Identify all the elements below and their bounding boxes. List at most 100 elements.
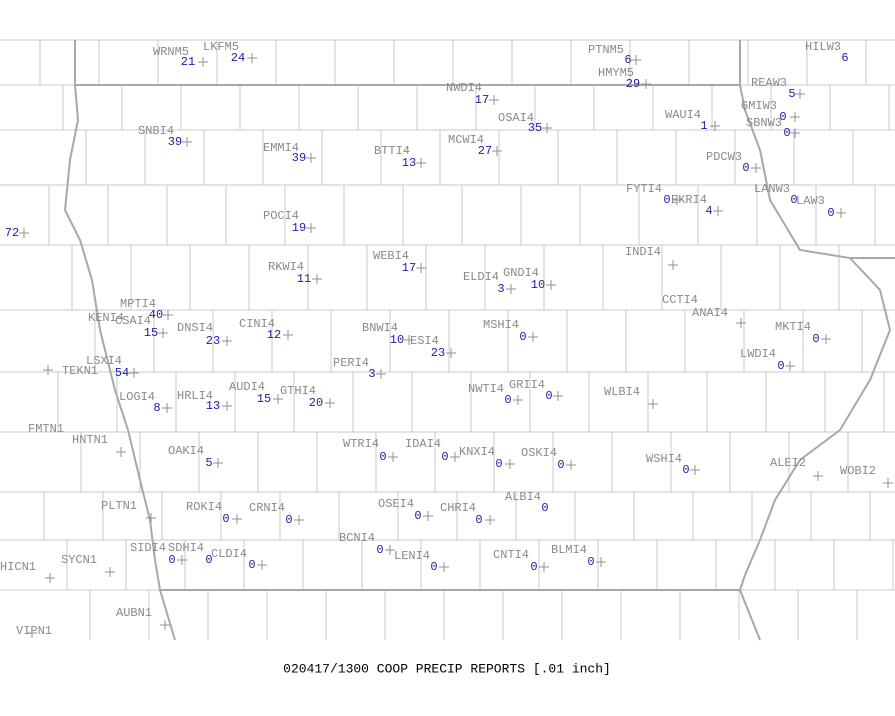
station-name: HMYM5 (598, 66, 634, 80)
precip-value: 17 (402, 261, 416, 275)
station-name: OSAI4 (498, 111, 534, 125)
station-name: SDHI4 (168, 541, 204, 555)
station-name: WTRI4 (343, 437, 379, 451)
state-border (63, 84, 892, 591)
station-name: CNTI4 (493, 548, 529, 562)
precip-value: 4 (705, 204, 712, 218)
precip-value: 11 (297, 272, 311, 286)
precip-value: 0 (587, 555, 594, 569)
station-name: FMTN1 (28, 422, 64, 436)
station-name: MSHI4 (483, 318, 519, 332)
station-name: FYTI4 (626, 182, 662, 196)
precip-value: 0 (379, 450, 386, 464)
precip-value: 0 (414, 509, 421, 523)
station-name: LOGI4 (119, 390, 155, 404)
precip-value: 23 (206, 334, 220, 348)
county-lines (0, 39, 895, 640)
map-title: 020417/1300 COOP PRECIP REPORTS [.01 inc… (283, 661, 611, 676)
station-name: BCNI4 (339, 531, 375, 545)
precip-value: 0 (530, 560, 537, 574)
precip-value: 24 (231, 51, 245, 65)
precip-value: 0 (812, 332, 819, 346)
precip-value: 0 (557, 458, 564, 472)
precip-value: 1 (700, 119, 707, 133)
station-name: SNBI4 (138, 124, 174, 138)
precip-value: 0 (777, 359, 784, 373)
precip-value: 19 (292, 221, 306, 235)
station-name: AUDI4 (229, 380, 265, 394)
station-name: ELDI4 (463, 270, 499, 284)
precip-value: 0 (441, 450, 448, 464)
station-name: PERI4 (333, 356, 369, 370)
station-name: ALEI2 (770, 456, 806, 470)
precip-value: 0 (519, 330, 526, 344)
station-name: NWTI4 (468, 382, 504, 396)
station-name: BNWI4 (362, 321, 398, 335)
station-name: CLDI4 (211, 547, 247, 561)
station-name: AUBN1 (116, 606, 152, 620)
precip-value: 39 (168, 135, 182, 149)
precip-value: 0 (790, 193, 797, 207)
precip-value: 0 (285, 513, 292, 527)
station-name: ALBI4 (505, 490, 541, 504)
precip-value: 0 (682, 463, 689, 477)
station-name: HILW3 (805, 40, 841, 54)
station-name: CHRI4 (440, 501, 476, 515)
precip-value: 13 (402, 156, 416, 170)
precip-value: 12 (267, 328, 281, 342)
station-name: DNSI4 (177, 321, 213, 335)
station-name: WRNM5 (153, 45, 189, 59)
precip-value: 23 (431, 346, 445, 360)
station-name: PDCW3 (706, 150, 742, 164)
precip-value: 17 (475, 93, 489, 107)
precip-value: 10 (531, 278, 545, 292)
precip-value: 72 (5, 226, 19, 240)
station-name: TEKN1 (62, 364, 98, 378)
precip-value: 35 (528, 121, 542, 135)
precip-value: 20 (309, 396, 323, 410)
precip-value: 29 (626, 77, 640, 91)
station-name: IDAI4 (405, 437, 441, 451)
precip-value: 15 (257, 392, 271, 406)
station-name: BTTI4 (374, 144, 410, 158)
stations: WRNM521LKFM524PTNM56HMYM529HILW36REAW35N… (0, 40, 893, 638)
station-name: SIDI4 (130, 541, 166, 555)
precip-value: 21 (181, 55, 195, 69)
precip-value: 0 (663, 193, 670, 207)
precip-value: 8 (153, 401, 160, 415)
precip-value: 40 (149, 308, 163, 322)
station-name: HRLI4 (177, 389, 213, 403)
station-name: LSXI4 (86, 354, 122, 368)
station-name: CSAI4 (115, 314, 151, 328)
station-name: EMMI4 (263, 141, 299, 155)
precip-value: 0 (779, 110, 786, 124)
state-border (74, 40, 895, 641)
station-name: GTHI4 (280, 384, 316, 398)
precip-value: 3 (368, 367, 375, 381)
station-name: LKFM5 (203, 40, 239, 54)
station-name: GNDI4 (503, 266, 539, 280)
station-name: KENI4 (88, 311, 124, 325)
precip-value: 15 (144, 326, 158, 340)
station-name: CRNI4 (249, 501, 285, 515)
station-name: LAW3 (796, 194, 825, 208)
precip-value: 0 (545, 389, 552, 403)
station-name: WSHI4 (646, 452, 682, 466)
station-name: GMIW3 (741, 99, 777, 113)
precip-value: 6 (841, 51, 848, 65)
station-name: ESI4 (410, 334, 439, 348)
station-name: KNXI4 (459, 445, 495, 459)
station-name: LANW3 (754, 182, 790, 196)
station-name: HNTN1 (72, 433, 108, 447)
station-name: BLMI4 (551, 543, 587, 557)
station-name: OSEI4 (378, 497, 414, 511)
precip-value: 0 (222, 512, 229, 526)
station-name: CCTI4 (662, 293, 698, 307)
precip-value: 39 (292, 151, 306, 165)
station-name: MPTI4 (120, 297, 156, 311)
precip-value: 54 (115, 366, 129, 380)
precip-value: 10 (390, 333, 404, 347)
station-name: EKRI4 (671, 193, 707, 207)
station-name: LENI4 (394, 549, 430, 563)
